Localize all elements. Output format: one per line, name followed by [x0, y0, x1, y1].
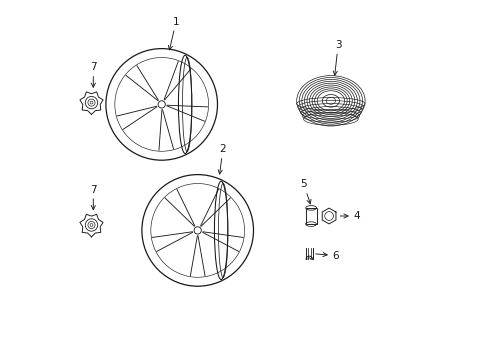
- Text: 2: 2: [218, 144, 226, 174]
- Text: 7: 7: [90, 185, 97, 210]
- Text: 7: 7: [90, 62, 97, 87]
- Text: 6: 6: [315, 251, 338, 261]
- Text: 1: 1: [168, 17, 179, 50]
- Text: 5: 5: [300, 180, 310, 204]
- Text: 4: 4: [340, 211, 359, 221]
- Bar: [305, 208, 316, 224]
- Text: 3: 3: [332, 40, 341, 75]
